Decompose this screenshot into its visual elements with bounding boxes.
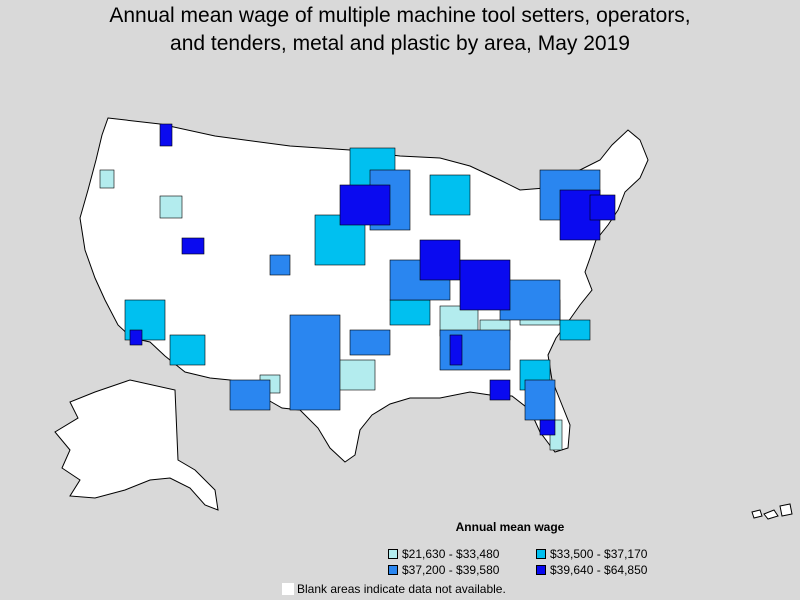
areas-tier-4 — [129, 123, 616, 436]
legend-label-2: $33,500 - $37,170 — [550, 547, 648, 561]
map-title: Annual mean wage of multiple machine too… — [0, 2, 800, 58]
legend: Annual mean wage $21,630 - $33,480 $33,5… — [380, 520, 670, 577]
legend-swatch-2 — [536, 549, 546, 559]
legend-item-4: $39,640 - $64,850 — [536, 563, 676, 577]
legend-label-1: $21,630 - $33,480 — [402, 547, 500, 561]
blank-areas-note: Blank areas indicate data not available. — [282, 582, 506, 596]
legend-swatch-4 — [536, 565, 546, 575]
map-title-line-2: and tenders, metal and plastic by area, … — [170, 32, 630, 55]
legend-title: Annual mean wage — [455, 520, 565, 534]
blank-swatch — [282, 583, 294, 595]
legend-item-1: $21,630 - $33,480 — [388, 547, 536, 561]
legend-item-2: $33,500 - $37,170 — [536, 547, 676, 561]
hawaii-islands — [751, 503, 793, 520]
legend-item-3: $37,200 - $39,580 — [388, 563, 536, 577]
legend-swatch-3 — [388, 565, 398, 575]
map-title-line-1: Annual mean wage of multiple machine too… — [109, 4, 691, 27]
legend-swatch-1 — [388, 549, 398, 559]
legend-label-4: $39,640 - $64,850 — [550, 563, 648, 577]
legend-label-3: $37,200 - $39,580 — [402, 563, 500, 577]
blank-areas-note-text: Blank areas indicate data not available. — [297, 582, 506, 596]
alaska-outline — [54, 379, 219, 511]
